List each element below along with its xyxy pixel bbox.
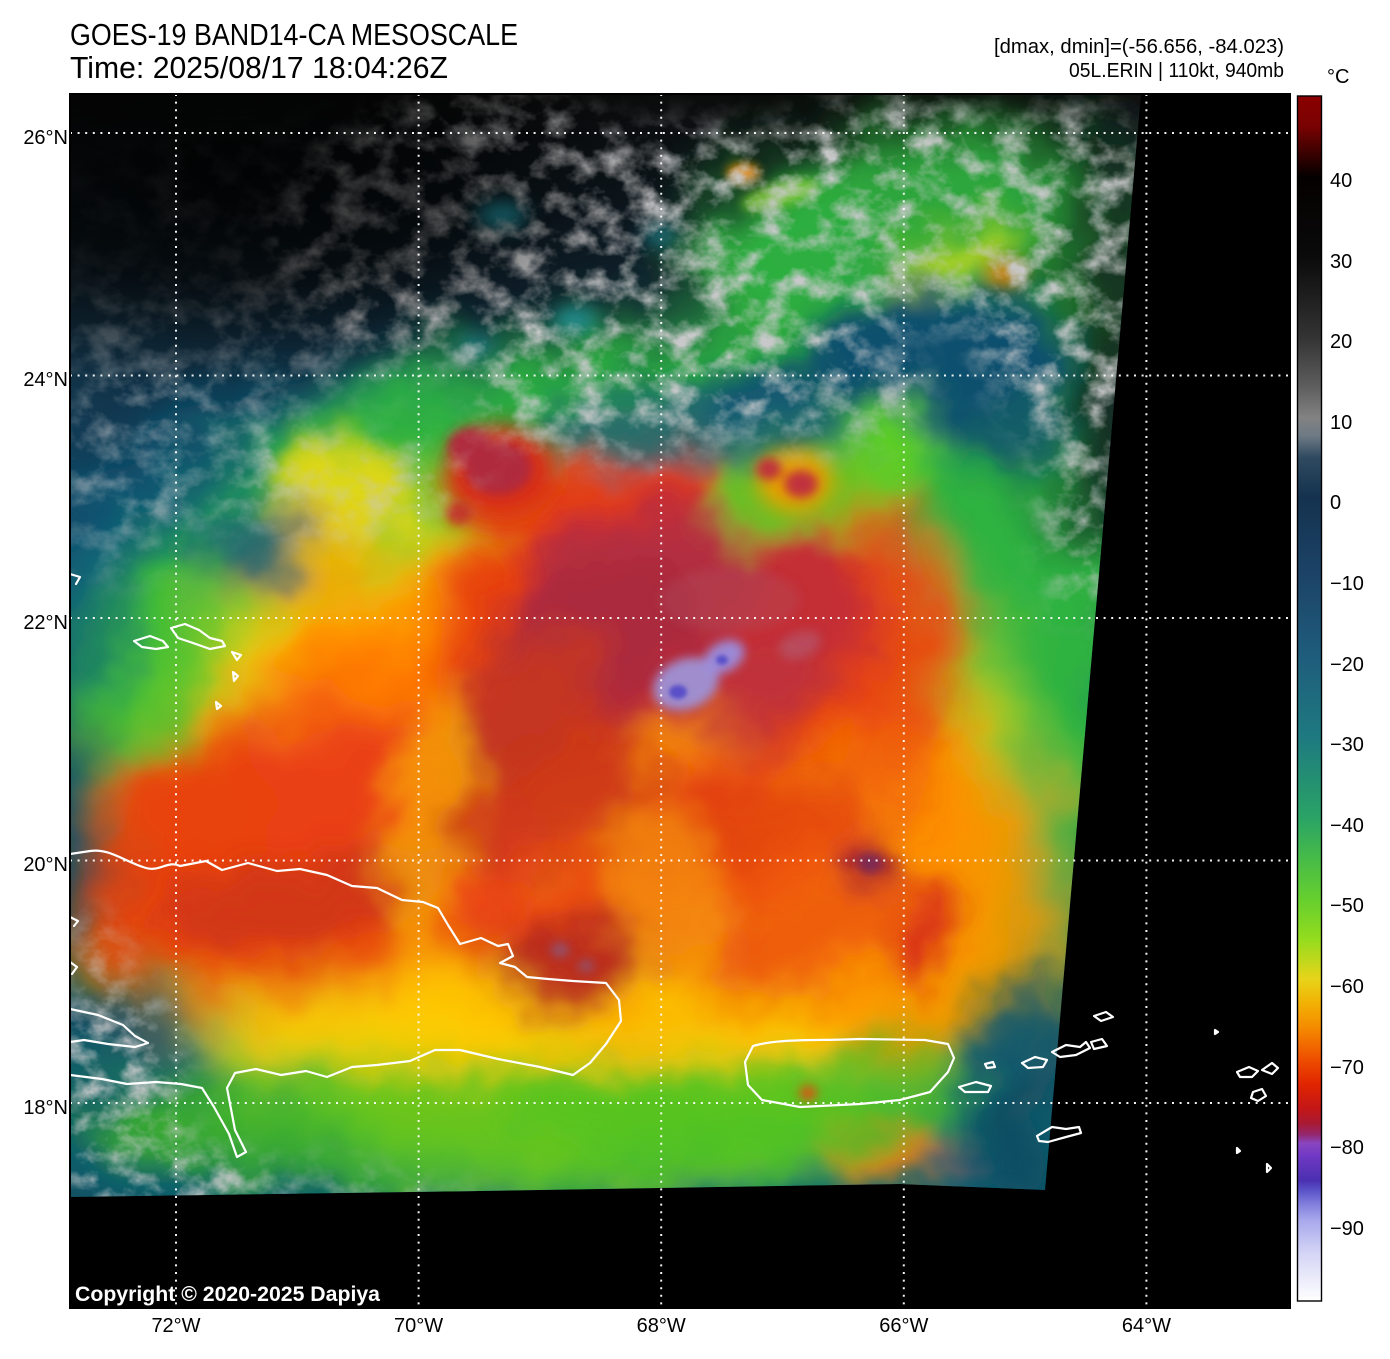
- svg-text:−10: −10: [1330, 573, 1364, 595]
- svg-text:18°N: 18°N: [23, 1097, 68, 1119]
- svg-text:66°W: 66°W: [879, 1315, 928, 1337]
- svg-text:0: 0: [1330, 492, 1341, 514]
- svg-text:−60: −60: [1330, 976, 1364, 998]
- svg-text:30: 30: [1330, 251, 1352, 273]
- svg-text:−30: −30: [1330, 734, 1364, 756]
- svg-text:26°N: 26°N: [23, 127, 68, 149]
- svg-text:64°W: 64°W: [1122, 1315, 1171, 1337]
- svg-text:20: 20: [1330, 331, 1352, 353]
- svg-text:68°W: 68°W: [637, 1315, 686, 1337]
- svg-text:72°W: 72°W: [151, 1315, 200, 1337]
- svg-text:40: 40: [1330, 170, 1352, 192]
- svg-text:−20: −20: [1330, 654, 1364, 676]
- svg-text:05L.ERIN | 110kt, 940mb: 05L.ERIN | 110kt, 940mb: [1069, 60, 1284, 82]
- svg-text:−90: −90: [1330, 1218, 1364, 1240]
- svg-text:−40: −40: [1330, 815, 1364, 837]
- svg-text:GOES-19 BAND14-CA MESOSCALE: GOES-19 BAND14-CA MESOSCALE: [70, 17, 518, 52]
- svg-text:[dmax, dmin]=(-56.656, -84.023: [dmax, dmin]=(-56.656, -84.023): [994, 36, 1284, 58]
- svg-text:20°N: 20°N: [23, 854, 68, 876]
- svg-text:24°N: 24°N: [23, 369, 68, 391]
- svg-text:−50: −50: [1330, 895, 1364, 917]
- svg-text:°C: °C: [1327, 66, 1349, 88]
- svg-text:22°N: 22°N: [23, 612, 68, 634]
- svg-text:Time: 2025/08/17 18:04:26Z: Time: 2025/08/17 18:04:26Z: [70, 50, 448, 85]
- svg-text:Copyright © 2020-2025 Dapiya: Copyright © 2020-2025 Dapiya: [75, 1283, 380, 1306]
- svg-text:10: 10: [1330, 412, 1352, 434]
- svg-text:70°W: 70°W: [394, 1315, 443, 1337]
- svg-text:−70: −70: [1330, 1057, 1364, 1079]
- svg-text:−80: −80: [1330, 1137, 1364, 1159]
